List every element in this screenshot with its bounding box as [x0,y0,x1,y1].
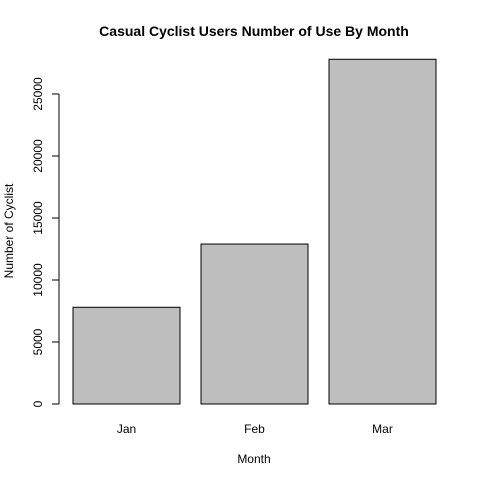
bar-mar [328,58,437,405]
y-axis: 0 5000 10000 15000 20000 25000 [31,77,60,407]
x-tick-label-mar: Mar [372,422,393,436]
chart-title: Casual Cyclist Users Number of Use By Mo… [99,23,409,39]
x-tick-label-feb: Feb [244,422,265,436]
y-axis-label: Number of Cyclist [2,183,16,278]
bars-group [72,58,437,405]
bar-feb [200,243,309,405]
y-tick-label: 10000 [31,263,45,297]
y-tick-label: 20000 [31,139,45,173]
x-axis-label: Month [237,452,270,466]
x-axis-tick-labels: Jan Feb Mar [117,422,393,436]
x-tick-label-jan: Jan [117,422,136,436]
y-tick-label: 25000 [31,77,45,111]
y-tick-label: 15000 [31,201,45,235]
y-tick-label: 5000 [31,328,45,355]
y-tick-label: 0 [31,400,45,407]
bar-jan [72,306,181,405]
